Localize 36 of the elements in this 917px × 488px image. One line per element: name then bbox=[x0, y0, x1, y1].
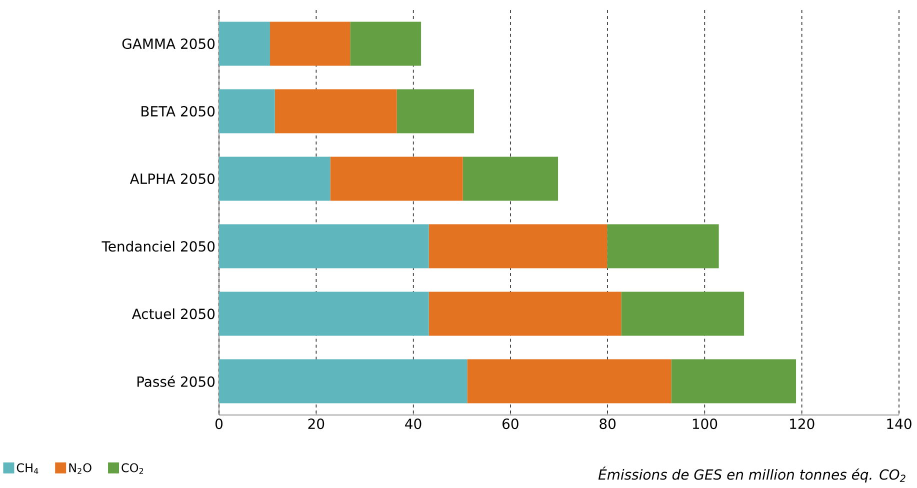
y-tick-label: Passé 2050 bbox=[137, 376, 215, 387]
bar bbox=[467, 359, 672, 404]
x-axis-title: Émissions de GES en million tonnes éq. CO$_{2}$ bbox=[598, 466, 906, 482]
bar bbox=[350, 22, 422, 66]
x-tick-label: 140 bbox=[887, 418, 912, 430]
x-tick-label: 20 bbox=[308, 418, 324, 430]
bar bbox=[396, 89, 474, 134]
bar bbox=[671, 359, 796, 404]
x-tick-label: 80 bbox=[600, 418, 616, 430]
x-tick-label: 60 bbox=[502, 418, 518, 430]
bar bbox=[270, 22, 350, 66]
bar bbox=[462, 156, 558, 201]
legend-label: N$_{2}$O bbox=[69, 463, 92, 474]
bar bbox=[607, 224, 719, 268]
x-tick-label: 120 bbox=[790, 418, 814, 430]
bar bbox=[219, 359, 468, 404]
bar bbox=[219, 224, 429, 268]
legend-label: CO$_{2}$ bbox=[122, 463, 144, 474]
bar bbox=[428, 224, 608, 268]
x-tick-label: 100 bbox=[692, 418, 718, 430]
bar bbox=[219, 292, 429, 336]
bar bbox=[621, 292, 744, 336]
y-tick-label: Actuel 2050 bbox=[132, 308, 215, 320]
y-tick-label: GAMMA 2050 bbox=[122, 38, 215, 50]
y-tick-label: Tendanciel 2050 bbox=[102, 240, 215, 252]
x-tick-label: 0 bbox=[215, 418, 223, 430]
bar bbox=[330, 156, 463, 201]
y-tick-label: ALPHA 2050 bbox=[130, 173, 215, 184]
bar bbox=[219, 156, 330, 201]
bar bbox=[219, 89, 275, 134]
bar bbox=[274, 89, 397, 134]
legend-label: CH$_{4}$ bbox=[16, 463, 38, 474]
x-tick-label: 40 bbox=[405, 418, 422, 430]
bar bbox=[219, 22, 270, 66]
bar bbox=[428, 292, 622, 336]
y-tick-label: BETA 2050 bbox=[142, 106, 215, 117]
